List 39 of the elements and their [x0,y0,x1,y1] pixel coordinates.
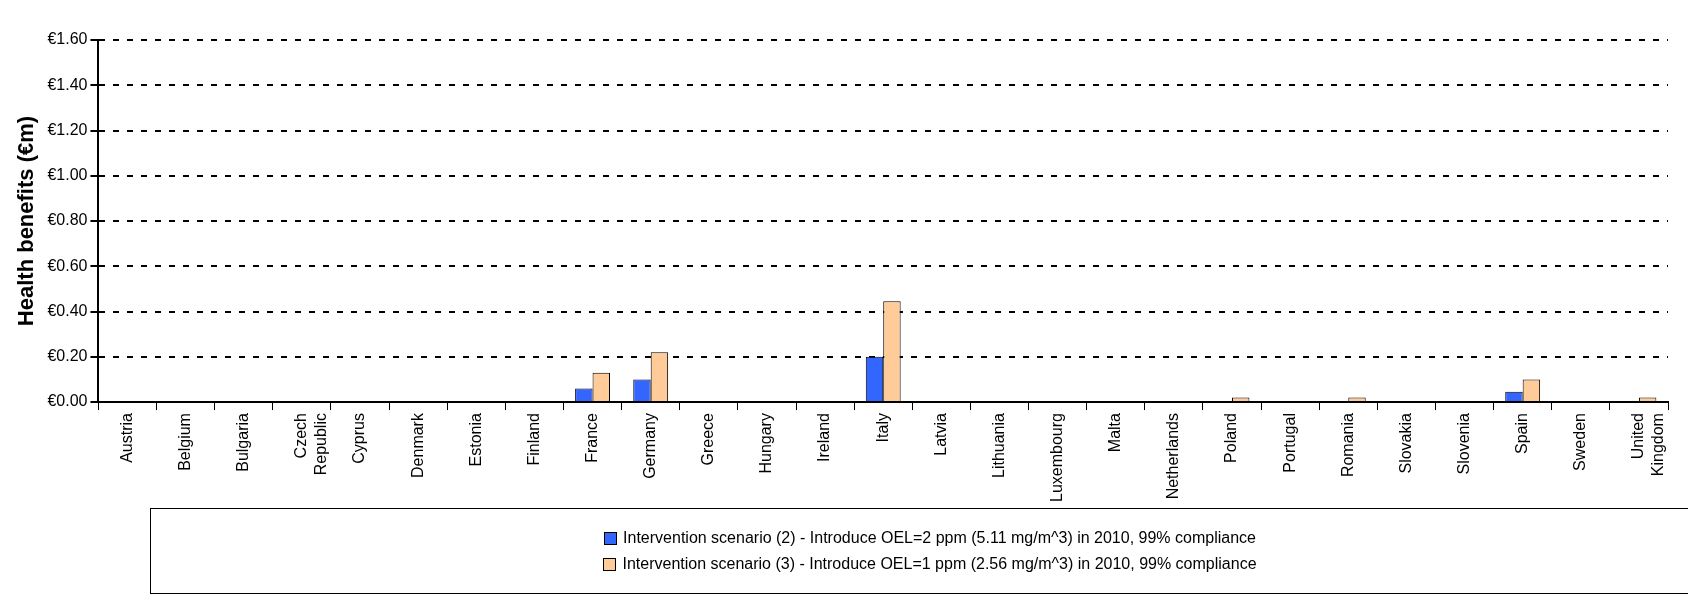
legend-label: Intervention scenario (2) - Introduce OEL=2 ppm (5.11 mg/m^3) in 2010, 99% compliance [623,529,1256,547]
x-tick-label: Luxembourg [1048,413,1066,503]
x-tick-label: United Kingdom [1629,413,1666,477]
x-tick-label: Hungary [757,413,775,474]
x-tick-label: Slovakia [1396,412,1414,474]
x-tick-label: Portugal [1280,413,1298,473]
x-tick-label: Poland [1222,413,1240,463]
x-tick-label: Slovenia [1454,412,1472,475]
y-tick-label: €0.20 [47,347,88,365]
x-tick-label: Italy [873,413,891,443]
x-tick-label: Cyprus [350,413,368,464]
x-tick-label: Germany [641,413,659,479]
y-tick-label: €1.20 [47,120,88,138]
x-tick-label: France [582,412,600,463]
x-tick-label: Latvia [931,412,949,456]
x-tick-label: Spain [1513,413,1531,454]
y-tick-label: €1.40 [47,75,88,93]
x-tick-label: Sweden [1571,413,1589,471]
y-tick-label: €0.60 [47,256,88,274]
x-tick-label: Lithuania [989,412,1007,479]
x-tick-label: Bulgaria [234,412,252,472]
x-tick-label: Austria [117,412,135,463]
x-tick-label: Netherlands [1164,413,1182,500]
y-tick-label: €0.40 [47,301,88,319]
y-tick-label: €1.00 [47,166,88,184]
y-tick-label: €0.00 [47,392,88,410]
x-tick-label: Greece [699,412,717,466]
x-tick-label: Estonia [466,412,484,467]
y-axis-title: Health benefits (€m) [13,115,39,327]
x-tick-label: Finland [524,413,542,466]
x-tick-label: Ireland [815,413,833,462]
x-tick-label: Czech Republic [292,413,329,476]
legend-label: Intervention scenario (3) - Introduce OEL=1 ppm (2.56 mg/m^3) in 2010, 99% compliance [622,555,1257,573]
x-tick-label: Malta [1106,412,1124,453]
x-tick-label: Denmark [408,412,426,478]
y-tick-label: €1.60 [47,30,88,48]
x-tick-label: Romania [1338,412,1356,478]
y-tick-label: €0.80 [47,211,88,229]
x-tick-label: Belgium [176,413,194,471]
